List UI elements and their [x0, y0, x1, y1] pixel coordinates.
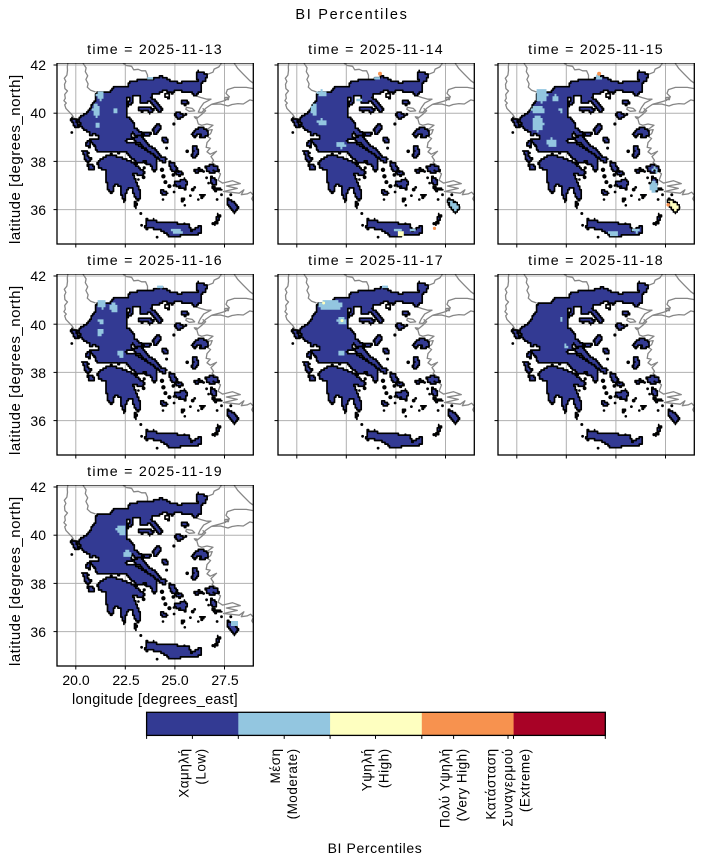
svg-text:Συναγερμού: Συναγερμού — [501, 748, 516, 826]
svg-text:Υψηλή: Υψηλή — [360, 748, 375, 791]
svg-text:(Very High): (Very High) — [455, 748, 470, 821]
svg-text:Μέση: Μέση — [268, 748, 283, 783]
svg-text:(Extreme): (Extreme) — [518, 748, 533, 812]
svg-text:(Low): (Low) — [193, 748, 208, 784]
svg-text:Πολύ Υψηλή: Πολύ Υψηλή — [438, 748, 453, 828]
svg-text:(Moderate): (Moderate) — [285, 748, 300, 819]
svg-text:Κατάσταση: Κατάσταση — [484, 748, 499, 819]
svg-text:Χαμηλή: Χαμηλή — [176, 748, 191, 797]
svg-text:(High): (High) — [377, 748, 392, 788]
